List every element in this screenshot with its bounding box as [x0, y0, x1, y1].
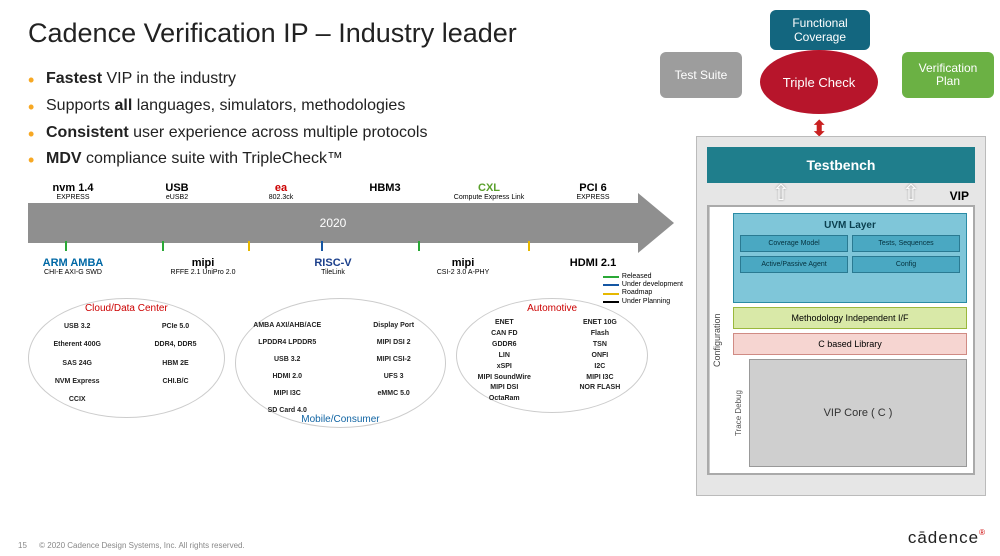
segment-auto: Automotive ENETENET 10GCAN FDFlashGDDR6T…: [456, 298, 648, 413]
bullet-list: Fastest VIP in the industry Supports all…: [28, 67, 648, 172]
timeline: nvm 1.4EXPRESSUSBeUSB2ea802.3ckHBM3CXLCo…: [28, 182, 638, 276]
slide-title: Cadence Verification IP – Industry leade…: [28, 18, 648, 49]
uvm-layer: UVM Layer Coverage ModelTests, Sequences…: [733, 213, 967, 303]
methodology-if: Methodology Independent I/F: [733, 307, 967, 329]
timeline-arrow: 2020: [28, 203, 638, 243]
badge-verification-plan: Verification Plan: [902, 52, 994, 98]
up-arrows-icon: ⇧⇧: [716, 180, 976, 206]
vip-core: VIP Core ( C ): [749, 359, 967, 467]
testbench-block: Testbench: [707, 147, 975, 183]
badge-functional-coverage: Functional Coverage: [770, 10, 870, 50]
configuration-label: Configuration: [709, 207, 727, 473]
segment-cloud: Cloud/Data Center USB 3.2PCIe 5.0Etheren…: [28, 298, 225, 418]
footer: 15 © 2020 Cadence Design Systems, Inc. A…: [18, 541, 245, 550]
c-based-library: C based Library: [733, 333, 967, 355]
trace-debug-label: Trace Debug: [733, 359, 749, 467]
badges: Test Suite Functional Coverage Verificat…: [660, 10, 1000, 150]
segment-mobile: AMBA AXI/AHB/ACEDisplay PortLPDDR4 LPDDR…: [235, 298, 446, 428]
brand-logo: cādence: [908, 528, 986, 548]
segments: Cloud/Data Center USB 3.2PCIe 5.0Etheren…: [28, 298, 648, 428]
badge-test-suite: Test Suite: [660, 52, 742, 98]
badge-triple-check: Triple Check: [760, 50, 878, 114]
